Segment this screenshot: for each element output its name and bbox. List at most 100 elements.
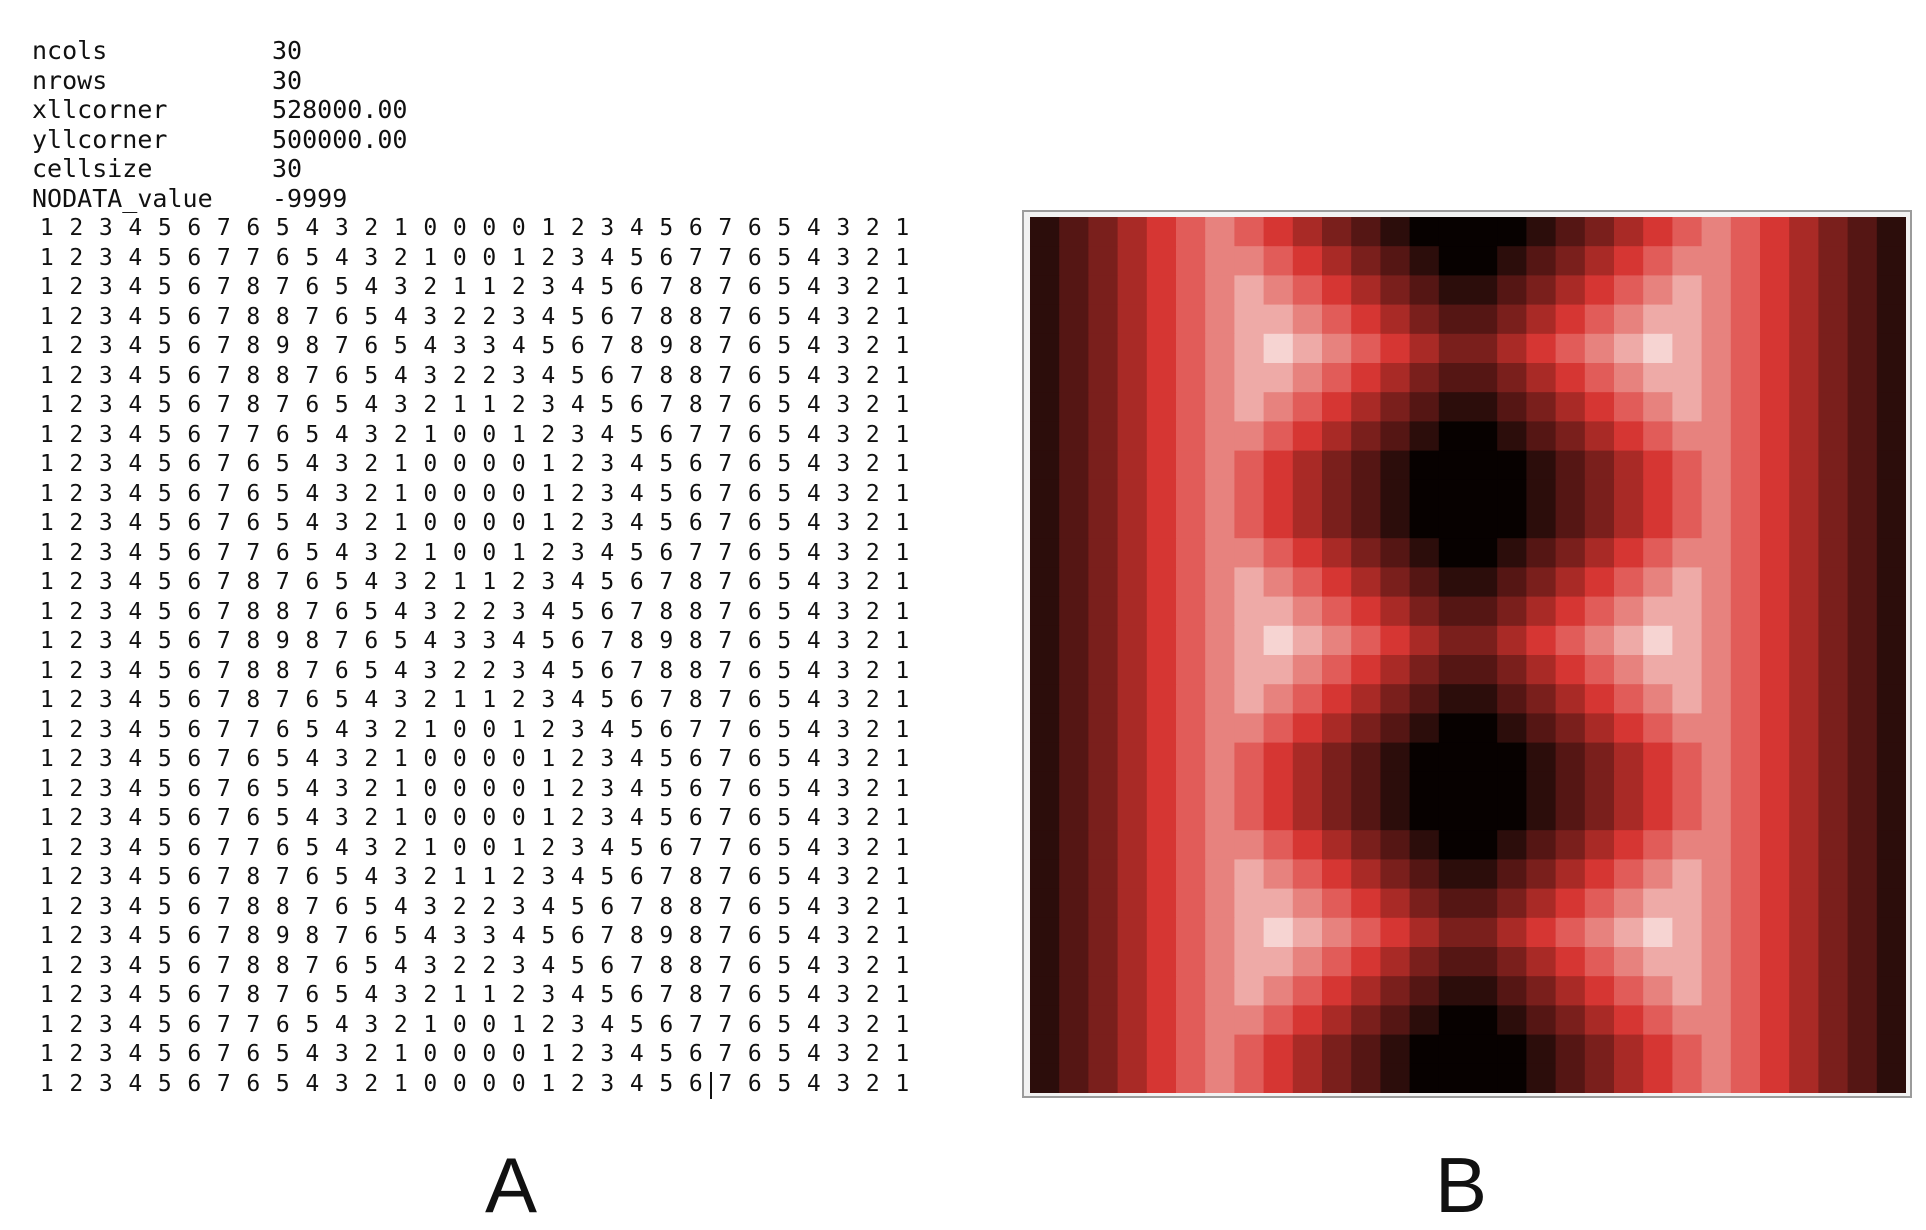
raster-cell — [1322, 801, 1352, 831]
grid-value: 5 — [157, 716, 172, 743]
raster-cell — [1234, 538, 1265, 568]
raster-cell — [1234, 567, 1265, 598]
grid-value: 2 — [865, 274, 880, 300]
raster-cell — [1117, 1005, 1148, 1036]
grid-value: 8 — [688, 392, 703, 418]
grid-value: 4 — [511, 333, 526, 359]
grid-value: 5 — [600, 982, 615, 1008]
header-value: 528000.00 — [272, 95, 408, 124]
grid-value: 3 — [452, 333, 467, 359]
grid-value: 3 — [511, 598, 526, 625]
raster-cell — [1614, 1034, 1644, 1065]
raster-cell — [1847, 450, 1878, 481]
grid-value: 5 — [777, 274, 792, 300]
raster-cell — [1672, 304, 1703, 335]
raster-cell — [1526, 304, 1557, 335]
raster-cell — [1438, 655, 1469, 685]
raster-cell — [1672, 246, 1703, 276]
grid-value: 4 — [128, 805, 143, 831]
raster-cell — [1526, 246, 1557, 276]
raster-cell — [1409, 1005, 1440, 1036]
grid-value: 5 — [157, 569, 172, 595]
raster-cell — [1351, 1034, 1381, 1065]
raster-cell — [1030, 888, 1060, 919]
grid-value: 5 — [305, 716, 320, 743]
grid-value: 3 — [836, 1070, 851, 1097]
raster-cell — [1117, 421, 1148, 452]
grid-value: 4 — [806, 864, 821, 890]
grid-value: 3 — [98, 451, 113, 477]
grid-value: 4 — [570, 982, 585, 1008]
raster-cell — [1468, 859, 1498, 890]
raster-cell — [1789, 655, 1819, 685]
raster-cell — [1584, 363, 1615, 393]
grid-value: 0 — [482, 746, 497, 772]
raster-cell — [1468, 275, 1498, 306]
raster-cell — [1468, 655, 1498, 685]
raster-cell — [1847, 392, 1878, 422]
grid-value: 5 — [157, 1011, 172, 1038]
raster-cell — [1176, 801, 1206, 831]
raster-cell — [1701, 742, 1732, 773]
raster-cell — [1614, 976, 1644, 1006]
raster-cell — [1643, 363, 1673, 393]
raster-cell — [1030, 596, 1060, 627]
raster-cell — [1292, 392, 1323, 422]
grid-value: 3 — [836, 687, 851, 713]
raster-cell — [1263, 217, 1294, 247]
raster-cell — [1672, 479, 1703, 510]
raster-cell — [1263, 655, 1294, 685]
grid-value: 7 — [216, 1011, 231, 1038]
raster-cell — [1526, 1034, 1557, 1065]
raster-cell — [1555, 304, 1586, 335]
grid-value: 4 — [600, 421, 615, 448]
grid-value: 4 — [305, 510, 320, 536]
raster-cell — [1555, 392, 1586, 422]
grid-value: 3 — [393, 982, 408, 1008]
grid-value: 8 — [629, 333, 644, 359]
grid-value: 5 — [777, 746, 792, 772]
grid-value: 1 — [423, 834, 438, 861]
raster-cell — [1876, 947, 1906, 977]
grid-value: 7 — [275, 687, 290, 713]
raster-cell — [1468, 421, 1498, 452]
raster-cell — [1030, 450, 1060, 481]
grid-value: 7 — [718, 451, 733, 477]
raster-cell — [1643, 859, 1673, 890]
raster-cell — [1292, 917, 1323, 948]
grid-value: 3 — [98, 244, 113, 271]
raster-cell — [1234, 801, 1265, 831]
grid-value: 2 — [452, 362, 467, 389]
grid-value: 5 — [777, 215, 792, 241]
raster-cell — [1876, 246, 1906, 276]
raster-cell — [1263, 363, 1294, 393]
raster-cell — [1351, 830, 1381, 860]
raster-cell — [1701, 713, 1732, 744]
raster-cell — [1468, 917, 1498, 948]
raster-cell — [1234, 917, 1265, 948]
grid-value: 2 — [865, 775, 880, 802]
raster-cell — [1497, 655, 1527, 685]
grid-value: 6 — [246, 510, 261, 536]
grid-value: 8 — [688, 923, 703, 949]
grid-value: 4 — [128, 716, 143, 743]
raster-cell — [1351, 246, 1381, 276]
grid-value: 2 — [541, 834, 556, 861]
raster-cell — [1468, 771, 1498, 802]
grid-value: 7 — [275, 274, 290, 300]
grid-value: 3 — [98, 215, 113, 241]
grid-value: 5 — [157, 834, 172, 861]
grid-value: 8 — [246, 628, 261, 654]
raster-cell — [1672, 888, 1703, 919]
grid-value: 2 — [865, 421, 880, 448]
grid-value: 5 — [541, 923, 556, 949]
raster-cell — [1847, 684, 1878, 714]
grid-value: 5 — [157, 480, 172, 507]
grid-value: 2 — [364, 1041, 379, 1067]
grid-value: 1 — [39, 746, 54, 772]
grid-value: 1 — [452, 864, 467, 890]
grid-value: 2 — [511, 982, 526, 1008]
raster-cell — [1847, 275, 1878, 306]
grid-value: 7 — [216, 834, 231, 861]
raster-image — [1030, 217, 1906, 1093]
